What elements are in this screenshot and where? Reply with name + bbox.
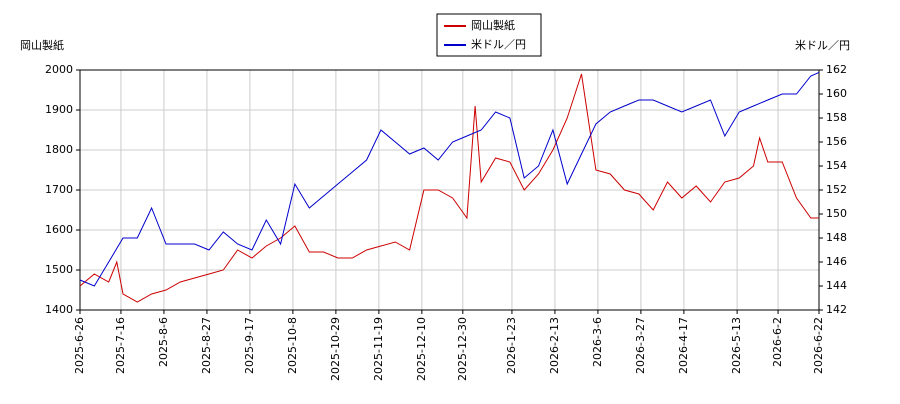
y2-tick-label: 150 (826, 207, 847, 220)
y2-tick-label: 162 (826, 63, 847, 76)
y-tick-label: 1900 (45, 103, 73, 116)
x-tick-label: 2026-2-13 (548, 317, 561, 374)
x-tick-label: 2025-9-17 (243, 317, 256, 374)
x-tick-label: 2026-5-13 (730, 317, 743, 374)
y2-tick-label: 156 (826, 135, 847, 148)
y2-tick-label: 154 (826, 159, 847, 172)
x-tick-label: 2025-10-29 (329, 317, 342, 381)
x-tick-label: 2025-7-16 (114, 317, 127, 374)
y-tick-label: 1500 (45, 263, 73, 276)
y-tick-label: 1400 (45, 303, 73, 316)
plot-frame (79, 69, 820, 311)
y-tick-label: 1600 (45, 223, 73, 236)
y-axis-label: 岡山製紙 (20, 38, 64, 52)
x-tick-label: 2026-6-2 (771, 317, 784, 367)
y2-tick-label: 144 (826, 279, 847, 292)
legend-label: 岡山製紙 (471, 18, 515, 32)
x-tick-label: 2025-10-8 (286, 317, 299, 374)
line-series (79, 71, 820, 287)
x-tick-label: 2025-12-10 (415, 317, 428, 381)
x-tick-label: 2026-1-23 (505, 317, 518, 374)
y-tick-label: 1800 (45, 143, 73, 156)
y2-tick-label: 152 (826, 183, 847, 196)
x-tick-label: 2026-3-6 (591, 317, 604, 367)
x-tick-label: 2025-11-19 (372, 317, 385, 381)
x-tick-label: 2026-3-27 (634, 317, 647, 374)
x-tick-label: 2025-8-6 (157, 317, 170, 367)
y2-tick-label: 160 (826, 87, 847, 100)
y2-tick-label: 142 (826, 303, 847, 316)
legend-box (436, 13, 542, 57)
x-tick-label: 2025-8-27 (200, 317, 213, 374)
x-tick-label: 2025-6-26 (73, 317, 86, 374)
x-tick-label: 2026-6-22 (812, 317, 825, 374)
line-series (79, 73, 819, 303)
y-tick-label: 2000 (45, 63, 73, 76)
x-tick-label: 2025-12-30 (456, 317, 469, 381)
y2-tick-label: 148 (826, 231, 847, 244)
x-tick-label: 2026-4-17 (677, 317, 690, 374)
y2-tick-label: 146 (826, 255, 847, 268)
y2-tick-label: 158 (826, 111, 847, 124)
legend-label: 米ドル／円 (471, 38, 526, 51)
y2-axis-label: 米ドル／円 (795, 39, 850, 52)
y-tick-label: 1700 (45, 183, 73, 196)
